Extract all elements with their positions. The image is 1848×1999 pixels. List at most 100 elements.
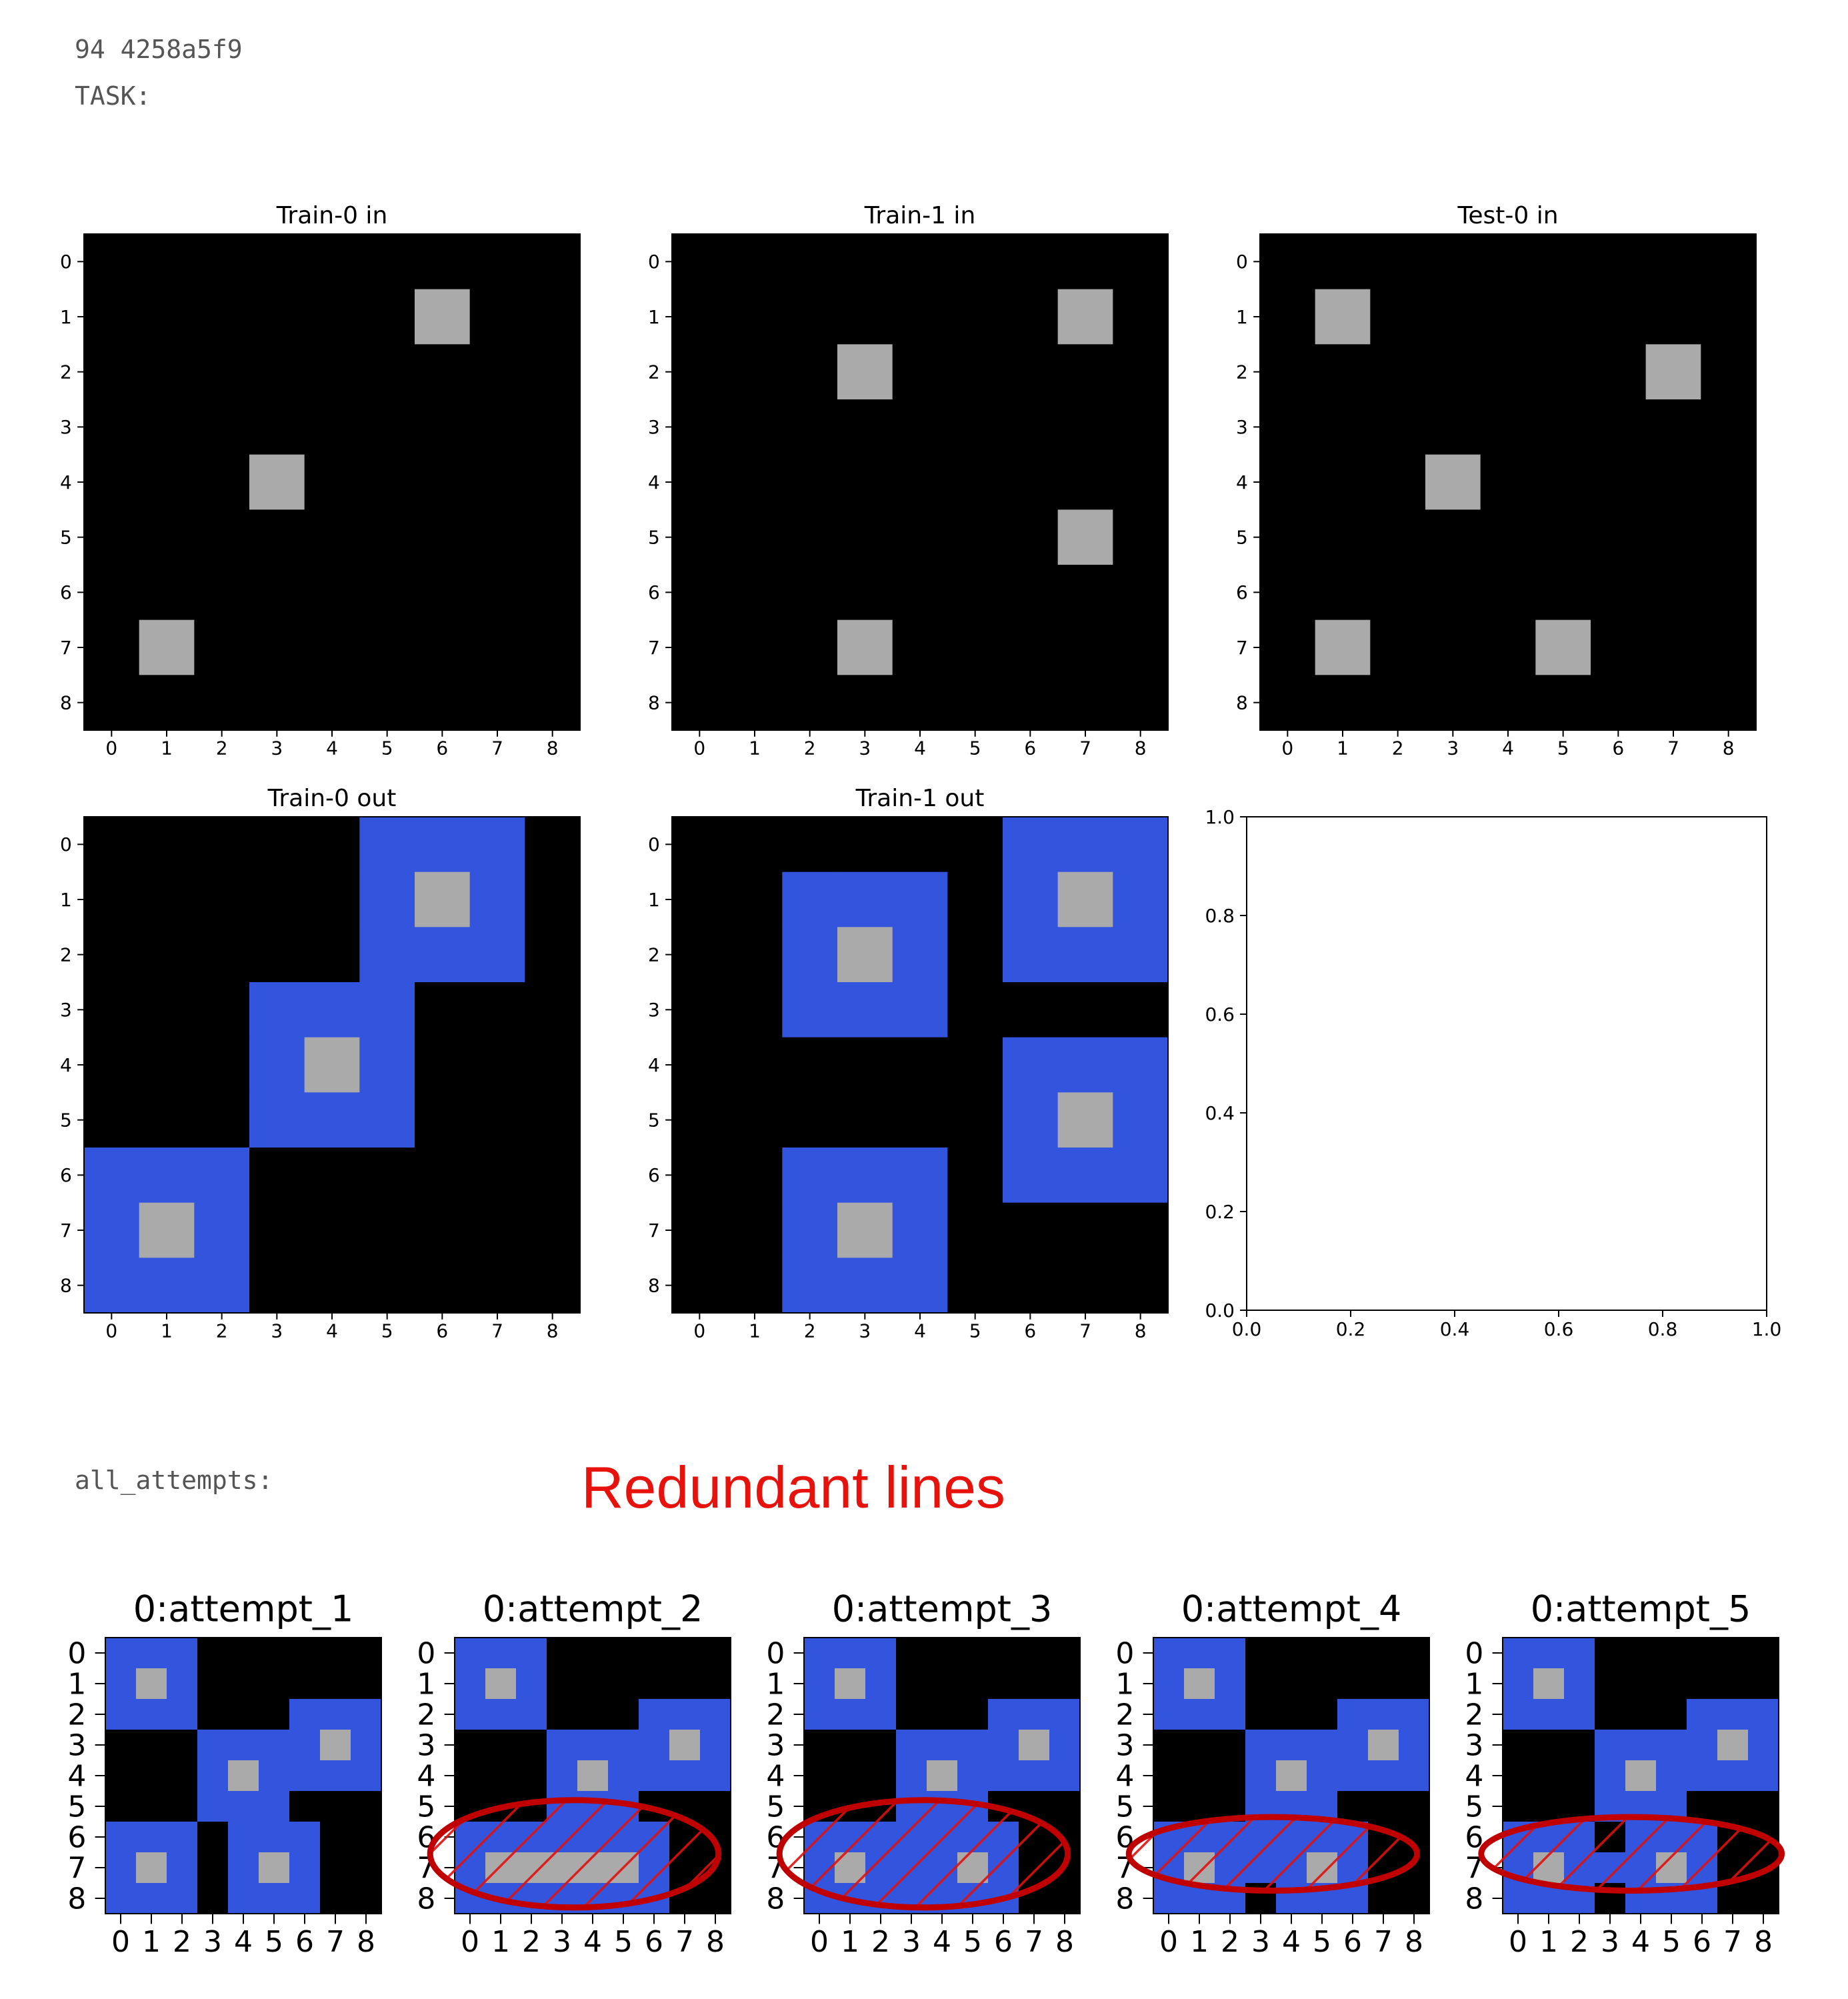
cell-r0-c7 <box>669 1638 701 1669</box>
cell-r1-c3 <box>837 289 893 345</box>
x-tick-label: 1 <box>491 1925 510 1959</box>
cell-r4-c5 <box>947 454 1003 510</box>
cell-r8-c3 <box>837 675 893 731</box>
cell-r5-c2 <box>167 1791 198 1822</box>
cell-r0-c3 <box>197 1638 229 1669</box>
cell-r6-c2 <box>1370 565 1426 621</box>
y-tick-label: 2 <box>648 361 660 383</box>
cell-r4-c7 <box>1368 1760 1399 1792</box>
cell-r5-c1 <box>1184 1791 1215 1822</box>
cell-r2-c4 <box>577 1699 609 1730</box>
cell-r1-c0 <box>1153 1668 1185 1700</box>
cell-r4-c2 <box>194 454 250 510</box>
cell-r2-c5 <box>1656 1699 1687 1730</box>
x-tick-label: 8 <box>357 1925 375 1959</box>
cell-r3-c0 <box>105 1730 137 1761</box>
task-label: TASK: <box>75 81 151 111</box>
chart-title: 0:attempt_2 <box>483 1588 703 1630</box>
y-tick-label: 3 <box>648 416 660 438</box>
x-tick-label: 0 <box>105 737 117 759</box>
cell-r5-c7 <box>1057 509 1113 565</box>
cell-r0-c5 <box>1535 234 1591 290</box>
cell-r1-c7 <box>320 1668 351 1700</box>
cell-r4-c0 <box>84 1037 140 1093</box>
x-tick-label: 0 <box>461 1925 479 1959</box>
cell-r3-c1 <box>139 982 195 1038</box>
cell-r0-c7 <box>1057 817 1113 873</box>
y-tick-label: 1 <box>60 306 72 328</box>
cell-r4-c1 <box>485 1760 517 1792</box>
cell-r2-c6 <box>289 1699 321 1730</box>
cell-r6-c5 <box>947 1148 1003 1204</box>
x-tick-label: 4 <box>1502 737 1514 759</box>
cell-r4-c7 <box>1057 1037 1113 1093</box>
x-tick-label: 8 <box>1723 737 1735 759</box>
cell-r2-c8 <box>525 927 581 983</box>
x-tick-label: 6 <box>436 737 448 759</box>
x-tick-label: 0 <box>1509 1925 1527 1959</box>
cell-r7-c7 <box>469 619 525 675</box>
cell-r3-c8 <box>700 1730 731 1761</box>
x-tick-label: 7 <box>326 1925 345 1959</box>
cell-r6-c6 <box>289 1822 321 1853</box>
cell-r1-c4 <box>1276 1668 1307 1700</box>
cell-r0-c0 <box>455 1638 486 1669</box>
cell-r7-c8 <box>1113 1202 1169 1258</box>
y-tick-label: 5 <box>1236 526 1248 548</box>
chart-1: Train-1 in 0 1 2 3 4 5 6 7 8 0 1 2 3 4 5 6 7 8 <box>648 202 1169 759</box>
cell-r7-c0 <box>105 1852 137 1884</box>
chart-0: Train-0 in 0 1 2 3 4 5 6 7 8 0 1 2 3 4 5 6 7 8 <box>60 202 581 759</box>
x-tick-label: 8 <box>706 1925 725 1959</box>
cell-r8-c3 <box>837 1258 893 1314</box>
cell-r1-c7 <box>1645 289 1701 345</box>
x-tick-label: 0 <box>693 737 705 759</box>
cell-r1-c7 <box>1019 1668 1050 1700</box>
cell-r0-c1 <box>139 234 195 290</box>
cell-r1-c2 <box>865 1668 897 1700</box>
cell-r2-c7 <box>469 927 525 983</box>
cell-r0-c1 <box>727 234 783 290</box>
cell-r1-c7 <box>1717 1668 1749 1700</box>
cell-r0-c4 <box>577 1638 609 1669</box>
x-tick-label: 6 <box>295 1925 314 1959</box>
cell-r4-c6 <box>639 1760 670 1792</box>
y-tick-label: 5 <box>60 526 72 548</box>
cell-r7-c1 <box>1315 619 1371 675</box>
cell-r2-c0 <box>1503 1699 1534 1730</box>
chart-title: 0:attempt_1 <box>133 1588 354 1630</box>
cell-r8-c5 <box>359 1258 415 1314</box>
cell-r4-c8 <box>1113 454 1169 510</box>
cell-r2-c0 <box>105 1699 137 1730</box>
cell-r5-c7 <box>469 509 525 565</box>
y-tick-label: 0.4 <box>1205 1102 1235 1124</box>
cell-r2-c6 <box>415 927 471 983</box>
x-tick-label: 5 <box>969 1320 981 1342</box>
chart-4: Train-1 out 0 1 2 3 4 5 6 7 8 0 1 2 3 4 5 6 7 8 <box>648 785 1169 1342</box>
cell-r8-c2 <box>1370 675 1426 731</box>
cell-r0-c8 <box>1701 234 1757 290</box>
cell-r2-c3 <box>837 927 893 983</box>
y-tick-label: 8 <box>1115 1882 1134 1916</box>
cell-r3-c2 <box>194 399 250 455</box>
cell-r0-c2 <box>194 817 250 873</box>
cell-r5-c5 <box>359 509 415 565</box>
cell-r6-c3 <box>249 1148 305 1204</box>
cell-r2-c2 <box>167 1699 198 1730</box>
cell-r6-c5 <box>359 565 415 621</box>
x-tick-label: 4 <box>933 1925 951 1959</box>
cell-r4-c3 <box>1595 1760 1626 1792</box>
cell-r4-c3 <box>1425 454 1481 510</box>
cell-r7-c4 <box>304 1202 360 1258</box>
cell-r5-c1 <box>136 1791 167 1822</box>
cell-r0-c1 <box>485 1638 517 1669</box>
cell-r0-c8 <box>1399 1638 1430 1669</box>
cell-r4-c4 <box>1625 1760 1657 1792</box>
cell-r1-c1 <box>1533 1668 1565 1700</box>
chart-3: Train-0 out 0 1 2 3 4 5 6 7 8 0 1 2 3 4 5 6 7 8 <box>60 785 581 1342</box>
x-tick-label: 6 <box>436 1320 448 1342</box>
cell-r5-c5 <box>359 1092 415 1148</box>
x-tick-label: 1 <box>749 1320 761 1342</box>
y-tick-label: 5 <box>648 1109 660 1131</box>
cell-r0-c0 <box>84 817 140 873</box>
cell-r7-c7 <box>1645 619 1701 675</box>
